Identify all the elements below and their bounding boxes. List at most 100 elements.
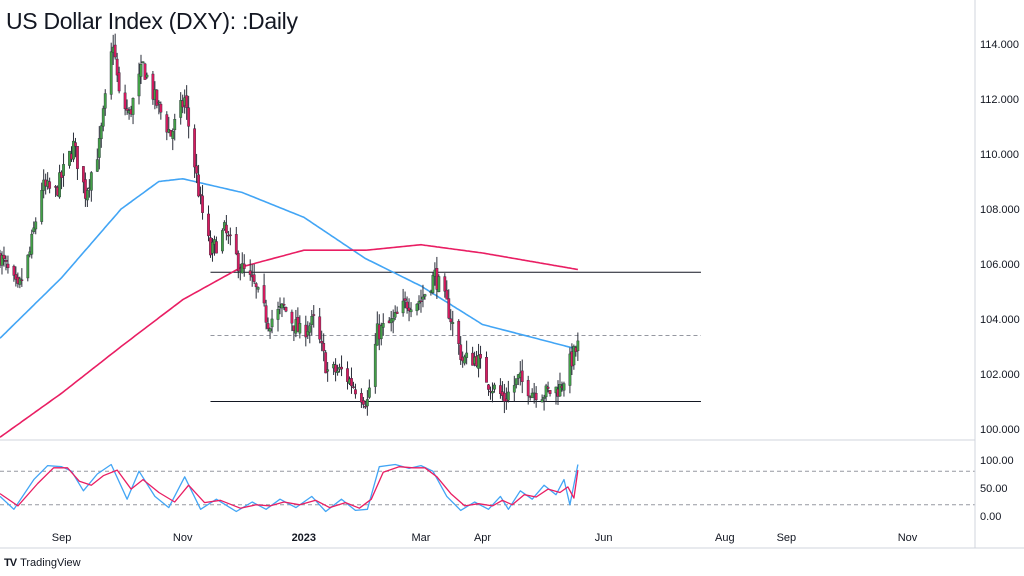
candle-body	[282, 304, 286, 306]
osc-y-tick-label: 100.00	[980, 455, 1014, 467]
chart-title: US Dollar Index (DXY): :Daily	[6, 8, 298, 34]
candle-body	[224, 224, 228, 234]
candle-body	[419, 300, 423, 302]
candle-body	[145, 74, 149, 78]
x-tick-label: Jun	[595, 532, 613, 544]
candle-body	[14, 274, 18, 280]
candle-body	[340, 366, 343, 370]
candle-body	[48, 181, 52, 189]
y-tick-label: 114.000	[980, 39, 1019, 51]
osc-y-tick-label: 0.00	[980, 511, 1001, 523]
candle-body	[89, 172, 93, 191]
candle-body	[308, 325, 312, 333]
candle-body	[201, 195, 204, 213]
candle-body	[391, 318, 395, 322]
moving-average-slow-line	[0, 243, 579, 438]
candle-body	[103, 93, 107, 109]
tradingview-logo-icon: TV	[4, 557, 17, 569]
candle-body	[324, 352, 328, 374]
candle-body	[512, 385, 516, 393]
candle-body	[215, 241, 218, 254]
candle-body	[187, 107, 191, 127]
candle-body	[62, 164, 65, 176]
candle-body	[151, 73, 155, 100]
candle-body	[568, 353, 572, 386]
candle-body	[109, 51, 113, 95]
candle-body	[115, 58, 119, 76]
candle-body	[322, 343, 326, 352]
candle-body	[256, 287, 260, 290]
candle-body	[493, 384, 496, 390]
candle-body	[457, 320, 461, 345]
axes: 114.000 112.000 110.000 108.000 106.000 104.0…	[0, 0, 1024, 549]
x-tick-label: Apr	[474, 532, 491, 544]
candle-body	[576, 340, 580, 352]
candle-body	[32, 227, 36, 232]
stochastic-k-line	[0, 463, 579, 513]
candle-body	[117, 72, 121, 92]
candle-body	[318, 316, 322, 340]
candle-body	[346, 368, 349, 382]
y-tick-label: 106.000	[980, 259, 1020, 271]
candle-body	[298, 323, 302, 334]
candle-body	[562, 383, 566, 391]
y-tick-label: 112.000	[980, 94, 1019, 106]
x-tick-label: Sep	[52, 532, 72, 544]
candle-body	[381, 323, 385, 328]
candle-body	[407, 307, 411, 312]
candle-body	[544, 385, 548, 398]
candle-body	[266, 323, 270, 329]
candle-body	[459, 344, 463, 360]
candle-body	[165, 114, 169, 133]
candle-body	[228, 234, 232, 237]
candle-body	[125, 108, 129, 111]
candle-body	[83, 179, 87, 199]
candle-body	[417, 301, 421, 304]
candle-body	[326, 369, 330, 372]
candle-body	[268, 328, 272, 332]
candle-body	[155, 89, 159, 106]
candle-body	[447, 298, 451, 319]
candle-body	[352, 386, 355, 388]
candle-body	[113, 44, 117, 58]
candle-body	[312, 314, 316, 316]
y-tick-label: 100.000	[980, 424, 1020, 436]
candle-body	[451, 322, 455, 324]
candle-body	[491, 391, 494, 394]
y-tick-label: 110.000	[980, 149, 1019, 161]
x-tick-label: Sep	[777, 532, 797, 544]
candle-body	[72, 140, 75, 160]
candle-body	[40, 190, 44, 222]
candle-body	[99, 125, 103, 140]
x-tick-label: Nov	[898, 532, 918, 544]
candle-body	[415, 303, 419, 312]
candle-body	[465, 352, 469, 358]
candle-body	[2, 254, 6, 259]
candle-body	[276, 309, 280, 320]
osc-y-tick-label: 50.00	[980, 483, 1008, 495]
candle-body	[141, 61, 145, 63]
candle-body	[248, 270, 252, 275]
candle-body	[437, 276, 441, 293]
candle-body	[421, 296, 425, 300]
candle-body	[58, 172, 61, 198]
candle-body	[548, 390, 552, 394]
candle-body	[487, 384, 490, 390]
candle-body	[485, 357, 488, 383]
candle-body	[193, 128, 197, 168]
x-tick-label: 2023	[292, 532, 316, 544]
y-tick-label: 104.000	[980, 314, 1020, 326]
candle-body	[546, 386, 550, 389]
candle-body	[207, 213, 210, 237]
candle-body	[363, 405, 367, 408]
candle-body	[558, 384, 562, 397]
candle-body	[143, 63, 147, 80]
candle-body	[367, 387, 371, 398]
candle-body	[95, 159, 99, 172]
candle-body	[6, 263, 10, 269]
candle-body	[74, 142, 77, 147]
candle-body	[12, 265, 16, 276]
moving-average-fast-line	[0, 177, 579, 350]
moving-averages	[0, 177, 579, 438]
candle-body	[236, 253, 240, 272]
